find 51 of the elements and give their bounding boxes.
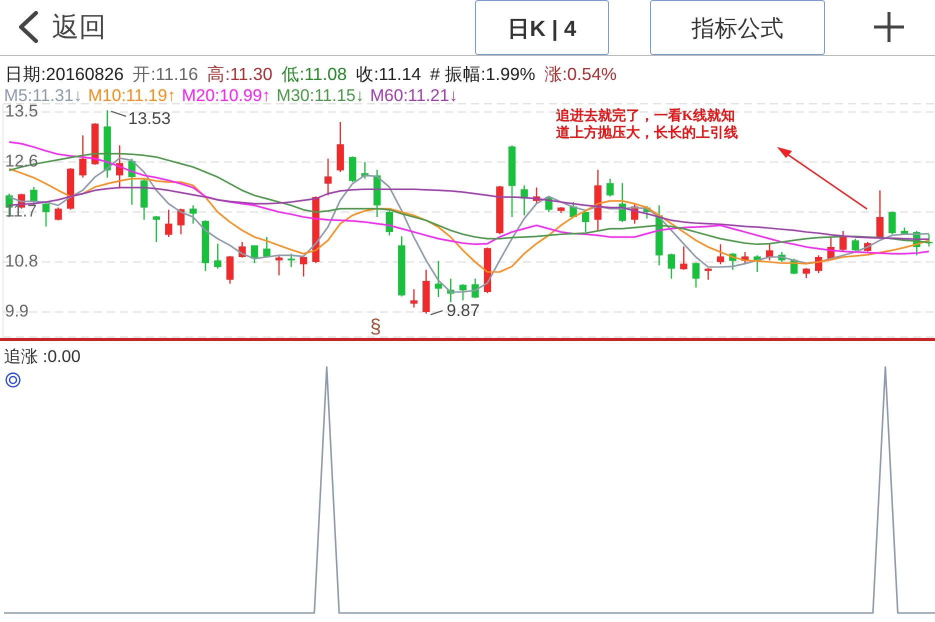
candlestick [852, 238, 859, 252]
candlestick [300, 256, 308, 278]
candlestick [79, 134, 86, 178]
candlestick [275, 254, 283, 276]
candlestick [226, 255, 234, 284]
candlestick [42, 202, 50, 228]
candlestick [190, 204, 197, 224]
text: 指标公式 [690, 14, 784, 43]
candlestick [324, 158, 332, 196]
candlestick [704, 267, 712, 280]
candlestick [30, 186, 38, 206]
y-tick-label: 9.9 [5, 301, 29, 320]
candlestick [668, 253, 676, 280]
candlestick [802, 267, 810, 279]
candlestick [165, 209, 172, 238]
annotation: 9.87 [446, 301, 480, 320]
candlestick [680, 246, 688, 270]
annotation: § [370, 316, 382, 339]
text: 高:11.30 [207, 63, 272, 86]
candlestick [606, 178, 614, 198]
candlestick [348, 156, 356, 183]
text: 日K | 4 [506, 15, 578, 43]
candlestick [582, 210, 590, 233]
text: 返回 [52, 11, 106, 44]
candlestick [54, 206, 62, 221]
text: 开:11.16 [132, 63, 198, 86]
text: 涨:0.54% [544, 63, 617, 86]
text: M60:11.21↓ [370, 86, 458, 106]
candlestick [288, 253, 295, 268]
candlestick [692, 262, 700, 288]
candlestick [888, 210, 896, 235]
candlestick [152, 215, 160, 243]
text: # 振幅:1.99% [430, 63, 536, 86]
y-tick-label: 12.6 [5, 152, 38, 171]
text: 收:11.14 [356, 63, 422, 86]
candlestick [840, 230, 847, 252]
text: M10:11.19↑ [88, 86, 176, 106]
chart-title: 追涨 :0.00 [4, 346, 81, 368]
annotation: 追进去就完了，一看K线就知道上方抛压大，长长的上引线 [556, 108, 739, 142]
text: M30:11.15↓ [276, 86, 364, 106]
candlestick [214, 243, 222, 270]
candlestick [459, 284, 467, 301]
text: 低:11.08 [281, 63, 347, 86]
text: 日期:20160826 [5, 63, 124, 86]
line-series [8, 168, 930, 273]
text: M20:10.99↑ [182, 86, 271, 106]
annotation: 13.53 [128, 108, 171, 128]
y-tick-label: 10.8 [5, 251, 38, 270]
candlestick [876, 190, 884, 240]
candlestick [434, 260, 442, 298]
candlestick [716, 244, 724, 265]
